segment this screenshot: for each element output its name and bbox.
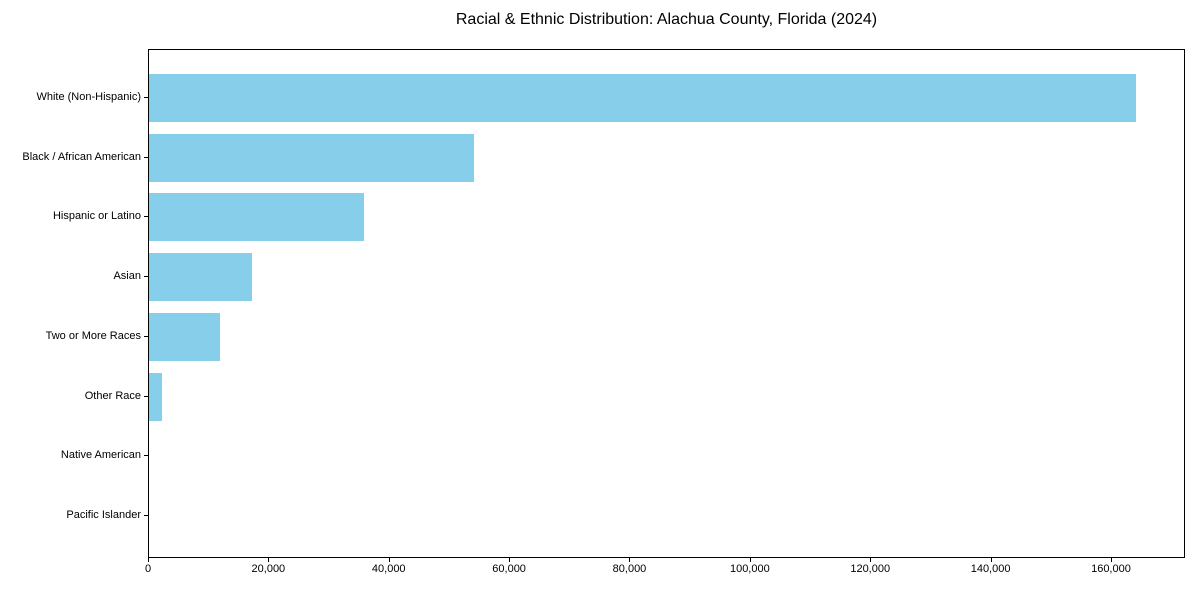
y-tick-label: Other Race bbox=[84, 389, 141, 402]
y-axis-tick bbox=[144, 276, 148, 277]
y-tick-label: Asian bbox=[113, 270, 141, 283]
y-axis-tick bbox=[144, 396, 148, 397]
bar bbox=[149, 74, 1137, 122]
y-axis-tick bbox=[144, 157, 148, 158]
x-axis-tick bbox=[750, 558, 751, 562]
y-axis-tick bbox=[144, 336, 148, 337]
bar bbox=[149, 372, 163, 421]
x-axis-tick bbox=[389, 558, 390, 562]
x-tick-label: 40,000 bbox=[371, 563, 406, 575]
x-axis-tick bbox=[870, 558, 871, 562]
x-tick-label: 100,000 bbox=[729, 563, 770, 575]
bar bbox=[149, 193, 364, 242]
y-tick-label: Pacific Islander bbox=[66, 508, 141, 521]
x-tick-label: 160,000 bbox=[1091, 563, 1131, 575]
x-axis-tick bbox=[991, 558, 992, 562]
bar bbox=[149, 133, 474, 182]
y-tick-label: Native American bbox=[60, 449, 141, 462]
x-tick-label: 140,000 bbox=[970, 563, 1011, 575]
y-axis-tick bbox=[144, 97, 148, 98]
x-axis-tick bbox=[509, 558, 510, 562]
x-tick-label: 60,000 bbox=[492, 563, 526, 575]
y-tick-label: White (Non-Hispanic) bbox=[36, 91, 141, 103]
x-tick-label: 20,000 bbox=[251, 563, 286, 575]
x-axis-tick bbox=[148, 558, 149, 562]
x-tick-label: 0 bbox=[144, 563, 152, 575]
x-tick-label: 120,000 bbox=[850, 563, 891, 575]
plot-area bbox=[148, 49, 1185, 558]
x-tick-label: 80,000 bbox=[612, 563, 647, 575]
x-axis-tick bbox=[268, 558, 269, 562]
y-tick-label: Hispanic or Latino bbox=[52, 210, 141, 223]
chart-title: Racial & Ethnic Distribution: Alachua Co… bbox=[455, 11, 878, 28]
bar bbox=[149, 312, 221, 361]
x-axis-tick bbox=[1111, 558, 1112, 562]
bar bbox=[149, 253, 252, 302]
y-axis-tick bbox=[144, 216, 148, 217]
y-tick-label: Black / African American bbox=[22, 150, 141, 163]
y-axis-tick bbox=[144, 515, 148, 516]
x-axis-tick bbox=[629, 558, 630, 562]
y-axis-tick bbox=[144, 455, 148, 456]
y-tick-label: Two or More Races bbox=[45, 329, 141, 342]
